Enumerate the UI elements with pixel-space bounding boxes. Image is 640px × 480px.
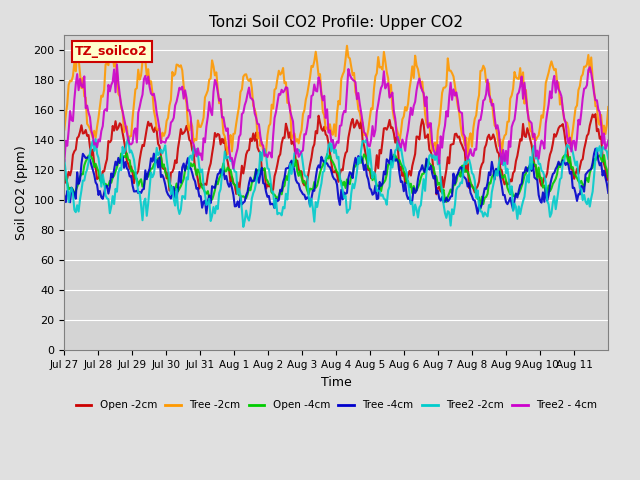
X-axis label: Time: Time (321, 376, 352, 389)
Legend: Open -2cm, Tree -2cm, Open -4cm, Tree -4cm, Tree2 -2cm, Tree2 - 4cm: Open -2cm, Tree -2cm, Open -4cm, Tree -4… (72, 396, 601, 415)
Y-axis label: Soil CO2 (ppm): Soil CO2 (ppm) (15, 145, 28, 240)
Title: Tonzi Soil CO2 Profile: Upper CO2: Tonzi Soil CO2 Profile: Upper CO2 (209, 15, 463, 30)
Text: TZ_soilco2: TZ_soilco2 (76, 45, 148, 58)
